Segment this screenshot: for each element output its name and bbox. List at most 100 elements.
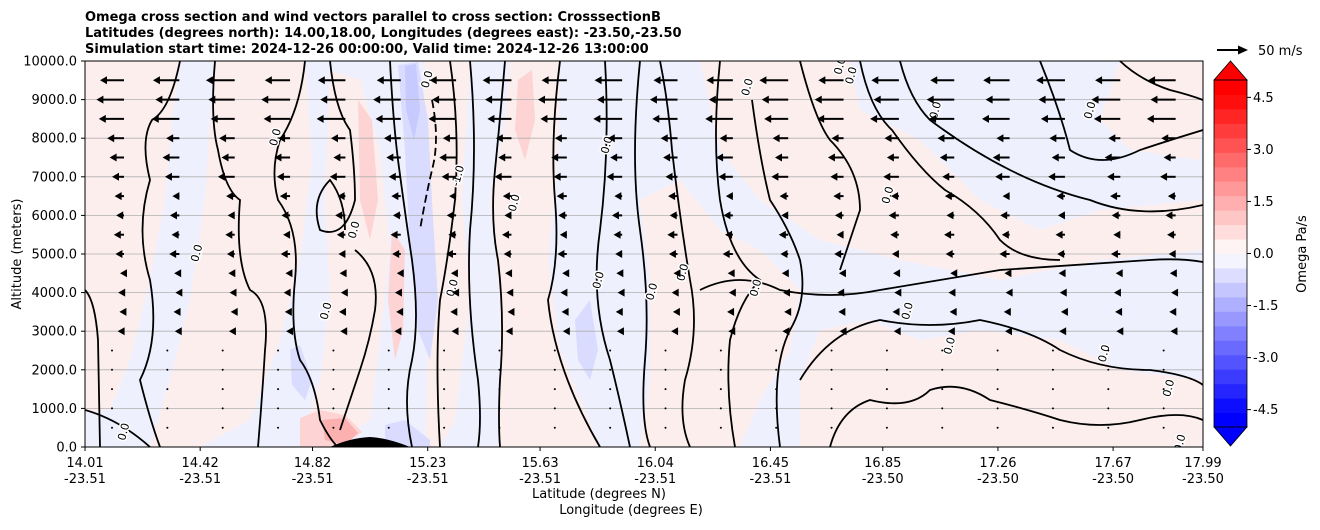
wind-vector bbox=[169, 250, 180, 258]
wind-vector bbox=[487, 114, 512, 123]
wind-vector bbox=[111, 388, 113, 391]
omega-negative-strong bbox=[385, 420, 430, 447]
contour-negative-line bbox=[419, 99, 437, 231]
wind-vector bbox=[502, 192, 512, 201]
wind-vector bbox=[942, 172, 955, 181]
wind-vector bbox=[996, 388, 999, 391]
wind-vector bbox=[111, 407, 113, 410]
wind-vector bbox=[996, 368, 999, 371]
wind-vector bbox=[1051, 388, 1054, 391]
contour-label: 0.0 bbox=[267, 127, 284, 147]
wind-vector bbox=[286, 327, 294, 336]
contour-label: 0.0 bbox=[843, 65, 860, 85]
wind-vector bbox=[1057, 250, 1065, 258]
terrain-mountain bbox=[330, 437, 410, 447]
wind-vector bbox=[728, 288, 736, 297]
omega-negative-strong bbox=[290, 345, 312, 400]
wind-vector bbox=[728, 327, 736, 336]
wind-vector bbox=[664, 407, 667, 410]
wind-vector bbox=[169, 211, 180, 220]
wind-vector bbox=[229, 288, 237, 297]
contour-zero-line bbox=[273, 61, 339, 447]
wind-vector bbox=[761, 95, 789, 104]
wind-vector bbox=[838, 269, 846, 278]
wind-vector bbox=[996, 407, 999, 410]
wind-vector bbox=[664, 388, 667, 391]
wind-vector bbox=[894, 288, 902, 297]
wind-vector bbox=[166, 134, 180, 143]
wind-vector bbox=[945, 250, 955, 258]
wind-vector bbox=[719, 426, 722, 429]
wind-vector bbox=[217, 172, 235, 181]
wind-vector bbox=[1167, 230, 1176, 239]
wind-vector bbox=[396, 269, 404, 278]
x-tick-label-lat: 14.01 bbox=[66, 456, 103, 471]
wind-vector bbox=[498, 153, 512, 162]
wind-vector bbox=[387, 388, 390, 391]
wind-vector bbox=[834, 250, 844, 258]
wind-vector bbox=[705, 114, 733, 123]
contour-label: 0.0 bbox=[899, 301, 916, 321]
wind-vector bbox=[888, 211, 899, 220]
wind-vector bbox=[392, 250, 401, 258]
contour-zero-line bbox=[829, 385, 1203, 447]
wind-vector bbox=[109, 153, 124, 162]
omega-positive-strong bbox=[358, 100, 378, 240]
wind-vector bbox=[283, 288, 291, 297]
wind-vector bbox=[660, 134, 678, 143]
wind-vector bbox=[559, 230, 567, 239]
contour-zero-line bbox=[436, 61, 458, 447]
wind-vector bbox=[827, 153, 844, 162]
contour-label: 0.0 bbox=[1160, 378, 1177, 398]
wind-vector bbox=[983, 76, 1010, 85]
wind-vector bbox=[992, 153, 1010, 162]
wind-vector bbox=[332, 349, 335, 352]
wind-vector bbox=[226, 192, 235, 201]
x-tick-label-lon: -23.50 bbox=[977, 472, 1019, 487]
wind-vector bbox=[172, 192, 180, 201]
wind-vector bbox=[274, 153, 291, 162]
wind-vector bbox=[982, 114, 1010, 123]
y-tick-label: 7000.0 bbox=[32, 170, 78, 185]
colorbar-segment bbox=[1214, 239, 1247, 254]
wind-vector bbox=[775, 407, 778, 410]
wind-vector bbox=[725, 192, 733, 201]
wind-vector bbox=[814, 95, 844, 104]
omega-positive-region bbox=[85, 61, 180, 412]
wind-vector bbox=[891, 192, 899, 201]
wind-vector bbox=[725, 230, 733, 239]
wind-vector bbox=[280, 250, 291, 258]
wind-vector bbox=[673, 269, 681, 278]
contour-label: 0.0 bbox=[346, 220, 363, 240]
wind-vector bbox=[225, 230, 235, 239]
colorbar-segment bbox=[1214, 354, 1247, 370]
wind-vector bbox=[391, 192, 401, 201]
wind-vector bbox=[118, 288, 126, 297]
wind-vector bbox=[1051, 407, 1054, 410]
colorbar-tick-label: -1.5 bbox=[1253, 299, 1278, 314]
wind-vector bbox=[944, 230, 955, 239]
wind-vector bbox=[1169, 307, 1177, 316]
wind-vector bbox=[668, 250, 678, 258]
wind-vector bbox=[783, 288, 790, 297]
wind-vector bbox=[562, 327, 570, 336]
wind-vector bbox=[937, 134, 955, 143]
wind-vector bbox=[498, 407, 501, 410]
colorbar-extend-max bbox=[1213, 60, 1248, 81]
wind-vector bbox=[162, 153, 180, 162]
wind-vector bbox=[498, 426, 501, 429]
y-tick-label: 9000.0 bbox=[32, 93, 78, 108]
omega-negative-strong bbox=[575, 300, 598, 380]
wind-vector bbox=[664, 349, 667, 352]
wind-vector bbox=[1162, 368, 1165, 371]
wind-vector bbox=[261, 95, 291, 104]
wind-vector bbox=[1148, 76, 1176, 85]
y-tick-label: 4000.0 bbox=[32, 286, 78, 301]
wind-vector bbox=[339, 307, 346, 316]
wind-vector bbox=[151, 114, 180, 123]
x-tick-label-lon: -23.51 bbox=[64, 472, 106, 487]
wind-vector bbox=[171, 230, 180, 239]
wind-vector bbox=[723, 211, 733, 220]
wind-vector bbox=[1048, 172, 1065, 181]
wind-vector bbox=[111, 349, 113, 352]
